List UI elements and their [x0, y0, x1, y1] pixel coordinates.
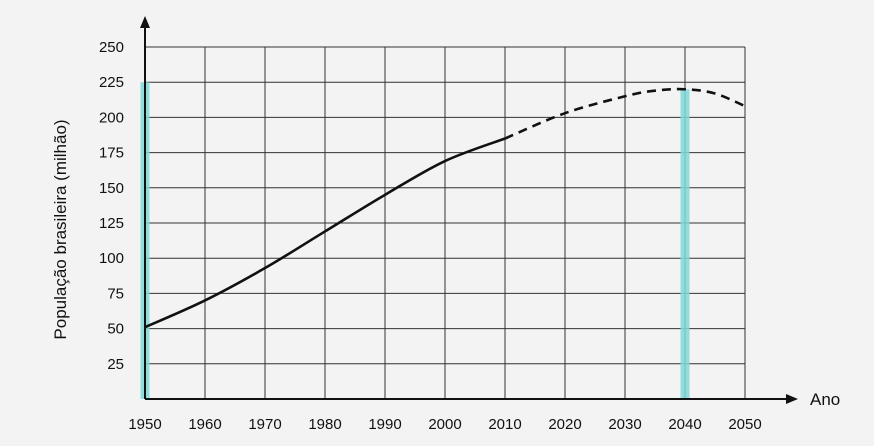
x-tick-label-2020: 2020 [548, 416, 581, 433]
x-tick-label-2010: 2010 [488, 416, 521, 433]
y-axis-arrow [140, 16, 150, 28]
series-line-solid [144, 137, 506, 329]
x-tick-label-1970: 1970 [248, 416, 281, 433]
x-tick-label-2000: 2000 [428, 416, 461, 433]
x-tick-label-1980: 1980 [308, 416, 341, 433]
y-tick-label-75: 75 [107, 285, 124, 302]
highlight-bars [140, 82, 690, 400]
x-tick-label-1990: 1990 [368, 416, 401, 433]
y-tick-label-25: 25 [107, 356, 124, 373]
y-tick-label-125: 125 [99, 215, 124, 232]
series [144, 87, 746, 329]
y-tick-label-150: 150 [99, 180, 124, 197]
axes [140, 16, 798, 404]
grid [144, 46, 746, 399]
y-tick-label-50: 50 [107, 321, 124, 338]
x-axis-title: Ano [810, 390, 840, 409]
x-tick-label-2040: 2040 [668, 416, 701, 433]
y-tick-label-175: 175 [99, 145, 124, 162]
tick-labels: 1950 1960 1970 1980 1990 2000 2010 2020 2030 2040… [99, 39, 762, 433]
x-tick-label-2050: 2050 [728, 416, 761, 433]
x-tick-label-1960: 1960 [188, 416, 221, 433]
y-tick-label-100: 100 [99, 250, 124, 267]
y-tick-label-250: 250 [99, 39, 124, 56]
x-tick-label-2030: 2030 [608, 416, 641, 433]
x-tick-label-1950: 1950 [128, 416, 161, 433]
series-line-dashed [504, 87, 746, 140]
y-axis-title: População brasileira (milhão) [51, 119, 70, 339]
y-tick-label-200: 200 [99, 109, 124, 126]
x-axis-arrow [786, 394, 798, 404]
y-tick-label-225: 225 [99, 74, 124, 91]
highlight-bar-2040 [680, 89, 690, 400]
